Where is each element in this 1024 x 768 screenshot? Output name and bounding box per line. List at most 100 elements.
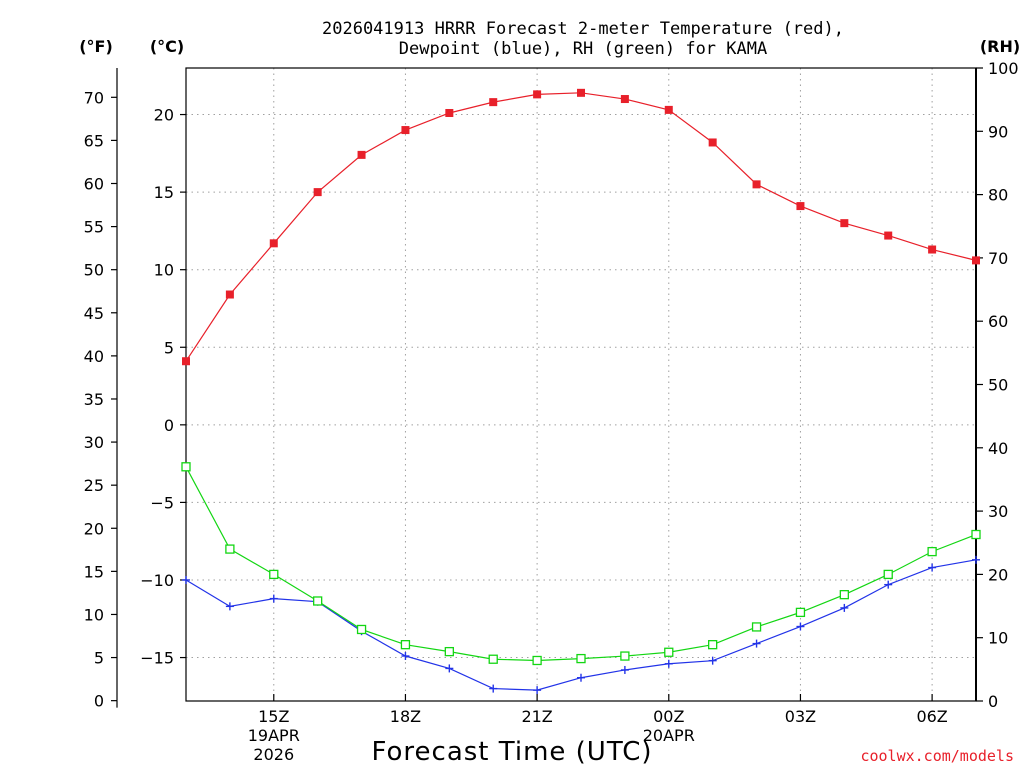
x-axis-title: Forecast Time (UTC) bbox=[371, 737, 652, 767]
dewpoint-point bbox=[708, 656, 717, 665]
x-tick-label: 03Z bbox=[785, 707, 816, 726]
celsius-tick-label: 5 bbox=[164, 338, 174, 357]
celsius-tick-label: 0 bbox=[164, 416, 174, 435]
temperature-point bbox=[664, 105, 673, 114]
rh-tick-label: 60 bbox=[988, 312, 1008, 331]
rh-point bbox=[444, 646, 454, 657]
temperature-point bbox=[357, 150, 366, 159]
rh-point bbox=[620, 651, 630, 661]
fahrenheit-tick-label: 15 bbox=[84, 562, 104, 581]
rh-unit-label: (RH) bbox=[980, 37, 1020, 56]
rh-line bbox=[185, 466, 977, 662]
rh-tick-label: 100 bbox=[988, 59, 1019, 78]
temperature-point bbox=[752, 180, 761, 189]
temperature-point bbox=[313, 188, 322, 197]
fahrenheit-tick-label: 70 bbox=[84, 88, 104, 107]
dewpoint-point bbox=[796, 622, 805, 631]
data-series bbox=[181, 88, 981, 695]
rh-point bbox=[927, 546, 937, 557]
celsius-tick-label: −10 bbox=[140, 571, 174, 590]
temperature-point bbox=[269, 239, 278, 248]
temperature-point bbox=[489, 98, 498, 107]
fahrenheit-tick-label: 65 bbox=[84, 131, 104, 150]
x-tick-label: 00Z bbox=[653, 707, 684, 726]
rh-point bbox=[181, 462, 191, 472]
rh-tick-label: 30 bbox=[988, 502, 1008, 521]
dewpoint-point bbox=[972, 555, 980, 564]
celsius-tick-label: 15 bbox=[154, 183, 174, 202]
x-tick-label: 21Z bbox=[521, 707, 552, 726]
celsius-tick-label: 20 bbox=[154, 106, 174, 125]
dewpoint-point bbox=[840, 603, 849, 612]
celsius-tick-label: −15 bbox=[140, 649, 174, 668]
x-tick-label: 19APR bbox=[248, 726, 300, 745]
rh-tick-label: 0 bbox=[988, 692, 998, 711]
rh-point bbox=[664, 647, 674, 657]
dewpoint-point bbox=[225, 602, 234, 611]
temperature-point bbox=[708, 138, 717, 147]
fahrenheit-tick-label: 5 bbox=[94, 649, 104, 668]
rh-point bbox=[488, 654, 498, 664]
rh-point bbox=[313, 596, 323, 606]
dewpoint-point bbox=[182, 575, 190, 584]
fahrenheit-tick-label: 60 bbox=[84, 174, 104, 193]
dewpoint-point bbox=[489, 684, 498, 693]
fahrenheit-tick-label: 40 bbox=[84, 347, 104, 366]
rh-point bbox=[269, 569, 279, 580]
celsius-tick-label: 10 bbox=[154, 261, 174, 280]
axes: 0 5 10 15 20 25 30 35 40 45 50 55 60 65 70 −15 −10 −5 0 5 10… bbox=[84, 59, 1019, 711]
chart-title-line2: Dewpoint (blue), RH (green) for KAMA bbox=[399, 39, 767, 59]
chart-title-line1: 2026041913 HRRR Forecast 2-meter Tempera… bbox=[322, 19, 844, 39]
dewpoint-point bbox=[664, 659, 673, 668]
x-tick-label: 20APR bbox=[643, 726, 695, 745]
rh-point bbox=[708, 640, 718, 650]
fahrenheit-tick-label: 10 bbox=[84, 605, 104, 624]
dewpoint-point bbox=[445, 664, 454, 673]
fahrenheit-unit-label: (°F) bbox=[79, 37, 113, 56]
rh-point bbox=[225, 544, 235, 554]
temperature-point bbox=[840, 219, 849, 228]
rh-tick-label: 40 bbox=[988, 439, 1008, 458]
temperature-point bbox=[182, 357, 190, 366]
dewpoint-point bbox=[620, 665, 629, 674]
grid-lines bbox=[186, 68, 976, 701]
rh-point bbox=[971, 529, 981, 540]
x-tick-label: 15Z bbox=[258, 707, 289, 726]
temperature-point bbox=[533, 90, 542, 99]
rh-point bbox=[883, 569, 893, 580]
celsius-unit-label: (°C) bbox=[150, 37, 184, 56]
x-tick-label: 18Z bbox=[390, 707, 421, 726]
fahrenheit-tick-label: 45 bbox=[84, 304, 104, 323]
dewpoint-point bbox=[269, 594, 278, 603]
dewpoint-point bbox=[533, 686, 542, 695]
fahrenheit-tick-label: 30 bbox=[84, 433, 104, 452]
rh-point bbox=[795, 607, 806, 618]
temperature-point bbox=[884, 231, 893, 240]
plot-frame bbox=[185, 67, 977, 702]
fahrenheit-tick-label: 35 bbox=[84, 390, 104, 409]
temperature-point bbox=[401, 126, 410, 135]
rh-tick-label: 90 bbox=[988, 122, 1008, 141]
temperature-line bbox=[185, 92, 977, 362]
temperature-point bbox=[577, 88, 585, 97]
rh-tick-label: 20 bbox=[988, 565, 1008, 584]
dewpoint-point bbox=[752, 639, 761, 648]
rh-point bbox=[751, 622, 762, 632]
rh-point bbox=[356, 624, 367, 635]
x-tick-label: 06Z bbox=[916, 707, 947, 726]
dewpoint-point bbox=[884, 580, 893, 589]
credit-text: coolwx.com/models bbox=[860, 747, 1014, 765]
rh-point bbox=[576, 653, 586, 664]
celsius-tick-label: −5 bbox=[150, 493, 174, 512]
temperature-point bbox=[225, 290, 234, 299]
rh-tick-label: 80 bbox=[988, 186, 1008, 205]
temperature-point bbox=[928, 245, 937, 254]
temperature-point bbox=[620, 95, 629, 104]
temperature-point bbox=[796, 202, 805, 211]
temperature-point bbox=[972, 256, 980, 265]
fahrenheit-tick-label: 55 bbox=[84, 218, 104, 237]
fahrenheit-tick-label: 50 bbox=[84, 261, 104, 280]
x-tick-label: 2026 bbox=[253, 745, 294, 764]
